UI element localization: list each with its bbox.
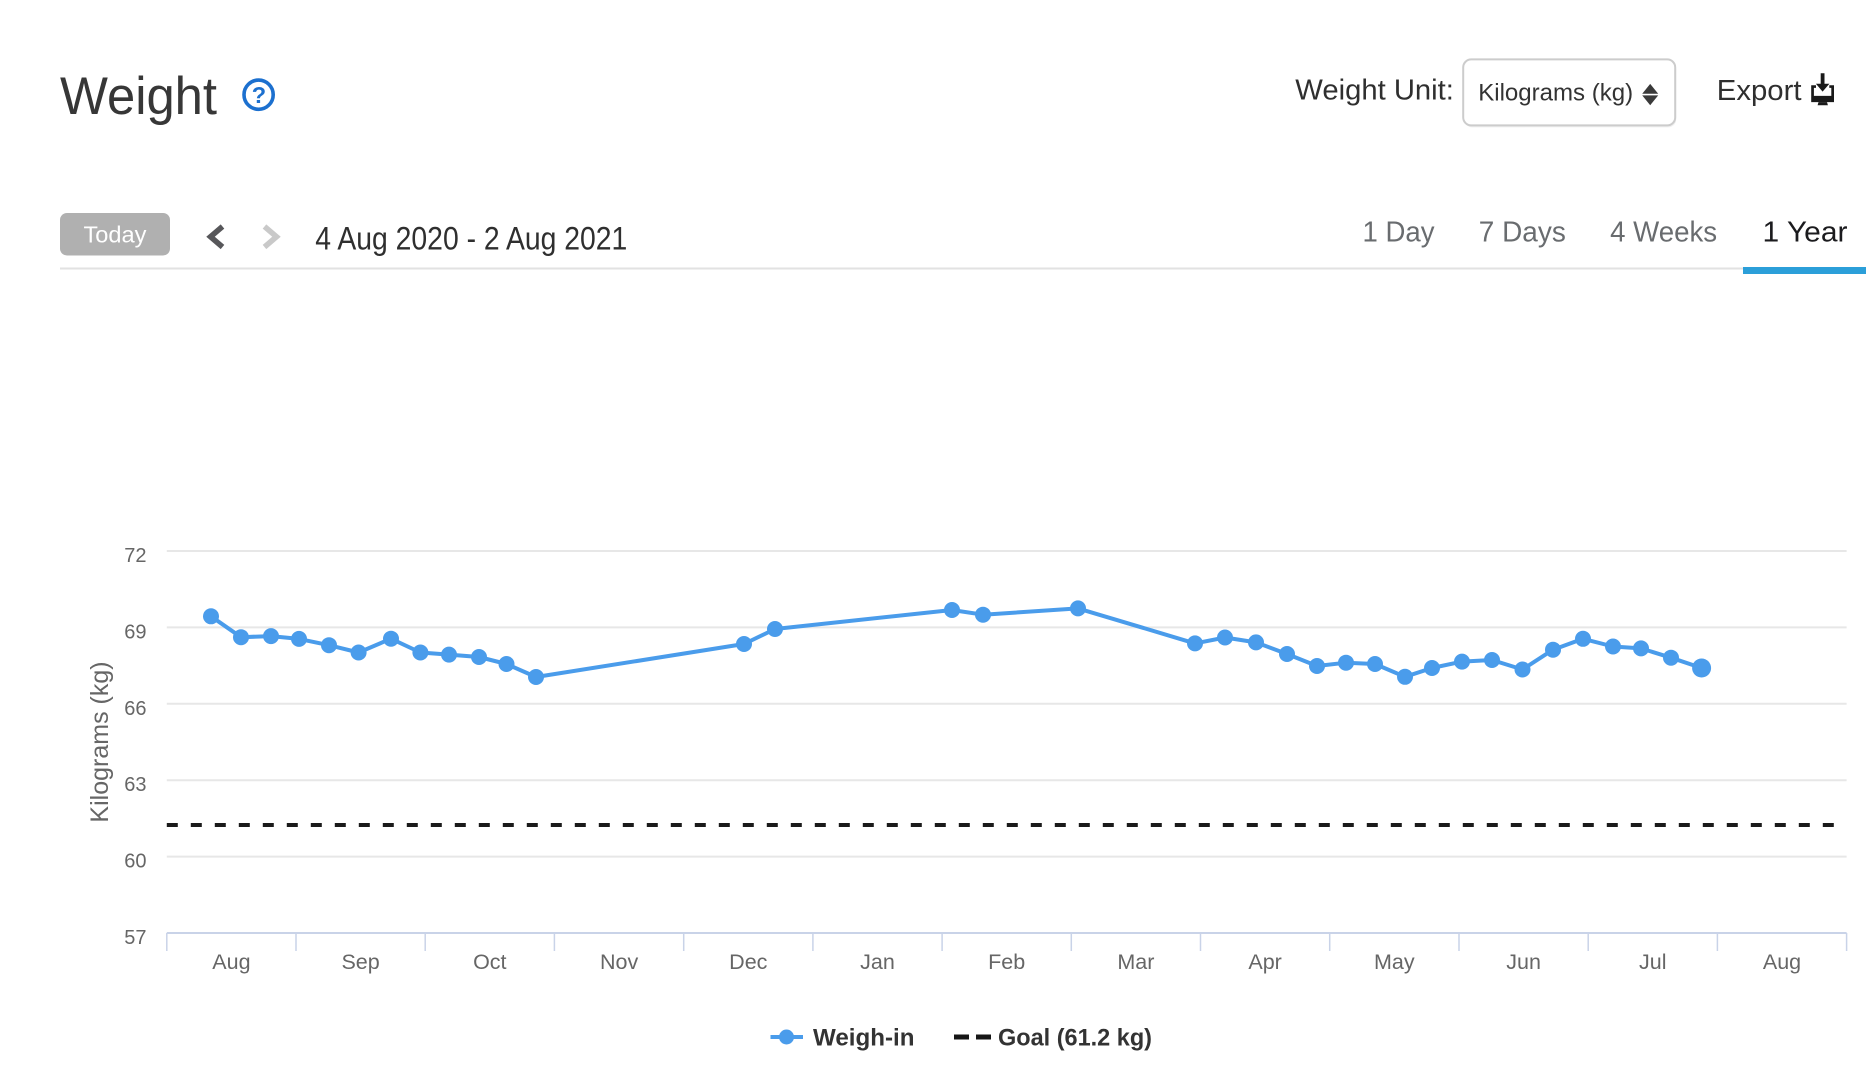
svg-text:4 Weeks: 4 Weeks — [1610, 217, 1717, 249]
svg-text:Kilograms (kg): Kilograms (kg) — [1478, 80, 1633, 107]
svg-text:Export: Export — [1717, 75, 1802, 107]
svg-text:Aug: Aug — [1763, 950, 1801, 974]
svg-text:Weigh-in: Weigh-in — [813, 1025, 915, 1052]
svg-text:Jun: Jun — [1506, 950, 1541, 974]
svg-text:Today: Today — [84, 222, 147, 248]
svg-text:Kilograms (kg): Kilograms (kg) — [86, 661, 114, 822]
svg-text:7 Days: 7 Days — [1479, 217, 1566, 249]
svg-text:Apr: Apr — [1248, 950, 1281, 974]
svg-text:57: 57 — [124, 927, 146, 949]
svg-text:Jan: Jan — [860, 950, 895, 974]
svg-text:1 Day: 1 Day — [1363, 217, 1435, 249]
svg-text:May: May — [1374, 950, 1415, 974]
svg-text:Oct: Oct — [473, 950, 506, 974]
svg-text:66: 66 — [124, 698, 146, 720]
svg-text:63: 63 — [124, 774, 146, 796]
svg-text:4 Aug 2020 - 2 Aug 2021: 4 Aug 2020 - 2 Aug 2021 — [315, 219, 627, 256]
svg-text:69: 69 — [124, 621, 146, 643]
svg-text:?: ? — [252, 82, 266, 108]
svg-text:Weight Unit:: Weight Unit: — [1295, 75, 1454, 107]
svg-text:1 Year: 1 Year — [1763, 217, 1848, 249]
svg-text:Goal (61.2 kg): Goal (61.2 kg) — [998, 1025, 1152, 1052]
svg-text:Weight: Weight — [60, 67, 217, 126]
svg-text:Feb: Feb — [988, 950, 1025, 974]
svg-text:Nov: Nov — [600, 950, 638, 974]
svg-text:Dec: Dec — [729, 950, 767, 974]
svg-text:Aug: Aug — [212, 950, 250, 974]
svg-text:60: 60 — [124, 851, 146, 873]
svg-text:72: 72 — [124, 545, 146, 567]
svg-text:Sep: Sep — [341, 950, 379, 974]
svg-text:Mar: Mar — [1117, 950, 1154, 974]
svg-text:Jul: Jul — [1639, 950, 1666, 974]
